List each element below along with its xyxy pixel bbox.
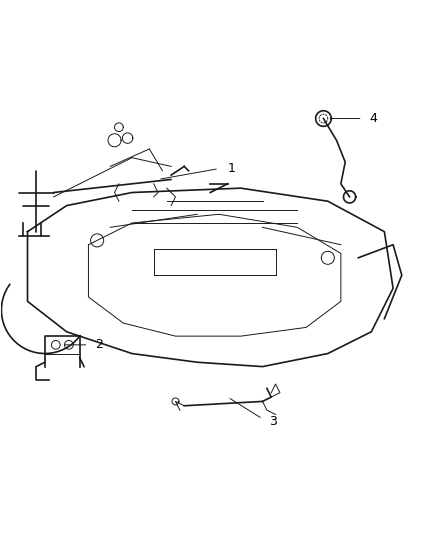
Text: 3: 3 — [269, 415, 277, 427]
Text: 4: 4 — [369, 112, 377, 125]
Text: 2: 2 — [95, 338, 103, 351]
Text: 1: 1 — [228, 162, 236, 175]
